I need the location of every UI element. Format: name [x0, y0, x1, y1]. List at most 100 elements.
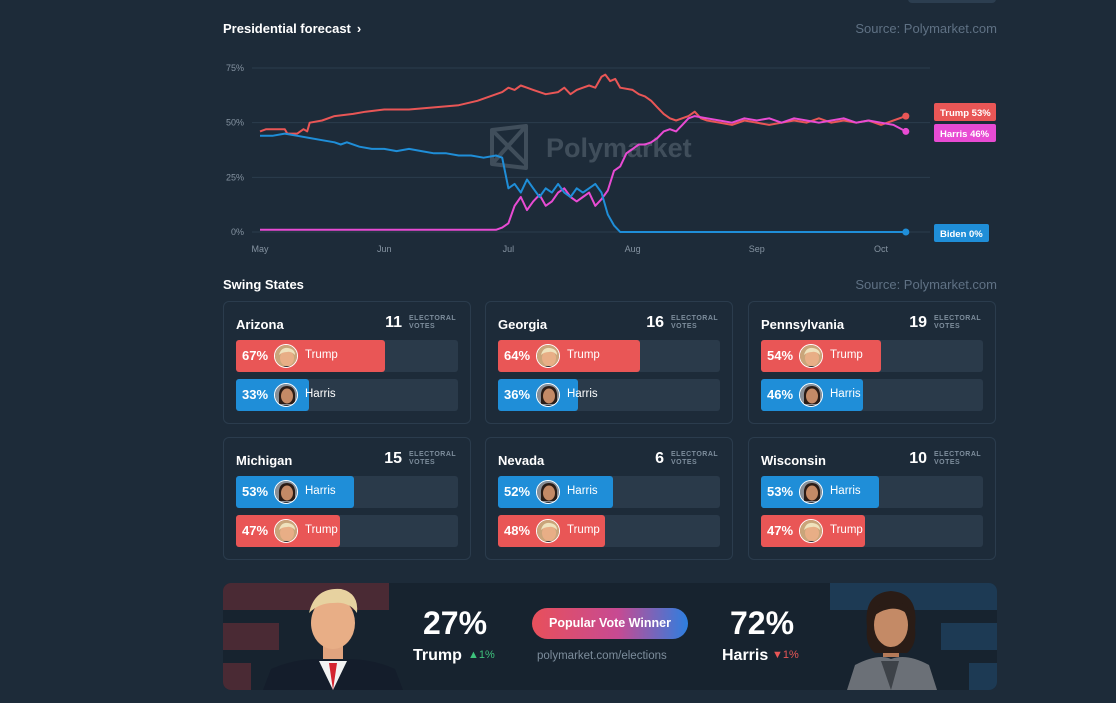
trump-popular-name: Trump — [413, 647, 462, 664]
swing-card-michigan[interactable]: Michigan 15 ELECTORAL VOTES 53% Harris 47% Trum… — [223, 437, 471, 560]
harris-avatar-icon — [799, 480, 823, 504]
electoral-votes-count: 10 — [909, 450, 927, 467]
trump-avatar-icon — [274, 344, 298, 368]
series-line-harris — [260, 115, 907, 231]
candidate-name: Harris — [830, 485, 861, 497]
harris-portrait — [847, 591, 937, 690]
candidate-row-harris[interactable]: 53% Harris — [236, 476, 458, 508]
x-tick-label: May — [251, 244, 269, 254]
trump-avatar-icon — [274, 519, 298, 543]
x-tick-label: Jul — [503, 244, 515, 254]
harris-change: ▼1% — [772, 649, 799, 661]
state-name: Arizona — [236, 317, 284, 332]
series-line-biden — [260, 132, 906, 233]
series-labels: Trump 53% Harris 46% Biden 0% — [934, 103, 996, 242]
watermark-text: Polymarket — [546, 133, 692, 163]
y-axis: 75% 50% 25% 0% — [226, 63, 244, 237]
trump-change: ▲1% — [468, 649, 495, 661]
series-label-trump: Trump 53% — [940, 108, 991, 119]
candidate-row-harris[interactable]: 46% Harris — [761, 379, 983, 411]
swing-states-title: Swing States — [223, 277, 304, 292]
trump-avatar-icon — [799, 519, 823, 543]
harris-avatar-icon — [274, 383, 298, 407]
series-label-biden: Biden 0% — [940, 229, 983, 240]
candidate-pct: 52% — [504, 484, 531, 499]
electoral-votes-count: 11 — [385, 314, 402, 331]
swing-card-wisconsin[interactable]: Wisconsin 10 ELECTORAL VOTES 53% Harris 47% Tru… — [748, 437, 996, 560]
forecast-source: Source: Polymarket.com — [855, 21, 997, 36]
trump-avatar-icon — [799, 344, 823, 368]
swing-card-pennsylvania[interactable]: Pennsylvania 19 ELECTORAL VOTES 54% Trump 46% H… — [748, 301, 996, 424]
electoral-votes-count: 16 — [646, 314, 664, 331]
y-tick-label: 25% — [226, 172, 244, 182]
candidate-row-harris[interactable]: 53% Harris — [761, 476, 983, 508]
candidate-pct: 64% — [504, 348, 531, 363]
trump-stripes — [223, 583, 997, 690]
electoral-votes-count: 15 — [384, 450, 402, 467]
swing-source: Source: Polymarket.com — [855, 277, 997, 292]
trump-stripe — [223, 583, 389, 610]
series-label-bg-trump — [934, 103, 996, 121]
candidate-name: Harris — [305, 485, 336, 497]
electoral-votes-label: ELECTORAL VOTES — [409, 315, 457, 330]
candidate-row-trump[interactable]: 48% Trump — [498, 515, 720, 547]
trump-stripe — [223, 663, 251, 690]
popular-vote-winner-button[interactable]: Popular Vote Winner — [532, 608, 688, 639]
harris-stripe — [830, 583, 997, 610]
harris-popular-pct: 72% — [730, 605, 795, 641]
candidate-name: Trump — [305, 349, 338, 361]
forecast-title-link[interactable]: Presidential forecast › — [223, 21, 361, 36]
x-tick-label: Sep — [749, 244, 765, 254]
top-button[interactable] — [908, 0, 996, 3]
candidate-row-harris[interactable]: 52% Harris — [498, 476, 720, 508]
candidate-pct: 54% — [767, 348, 794, 363]
candidate-row-trump[interactable]: 54% Trump — [761, 340, 983, 372]
trump-stripe — [223, 623, 279, 650]
candidate-row-trump[interactable]: 64% Trump — [498, 340, 720, 372]
harris-stripe — [969, 663, 997, 690]
x-tick-label: Oct — [874, 244, 889, 254]
swing-card-arizona[interactable]: Arizona 11 ELECTORAL VOTES 67% Trump 33% Harris — [223, 301, 471, 424]
candidate-name: Trump — [567, 524, 600, 536]
candidate-name: Harris — [830, 388, 861, 400]
candidate-name: Trump — [305, 524, 338, 536]
candidate-row-trump[interactable]: 67% Trump — [236, 340, 458, 372]
forecast-title: Presidential forecast — [223, 21, 351, 36]
candidate-row-harris[interactable]: 36% Harris — [498, 379, 720, 411]
polymarket-logo-icon — [490, 124, 528, 170]
trump-portrait — [263, 588, 403, 690]
swing-card-nevada[interactable]: Nevada 6 ELECTORAL VOTES 52% Harris 48% Trump — [485, 437, 733, 560]
elections-link[interactable]: polymarket.com/elections — [537, 650, 667, 662]
candidate-pct: 53% — [242, 484, 269, 499]
y-tick-label: 0% — [231, 227, 244, 237]
series-label-bg-biden — [934, 224, 989, 242]
state-name: Nevada — [498, 453, 545, 468]
state-name: Georgia — [498, 317, 548, 332]
harris-avatar-icon — [536, 480, 560, 504]
electoral-votes-label: ELECTORAL VOTES — [934, 315, 982, 330]
harris-avatar-icon — [799, 383, 823, 407]
candidate-name: Harris — [567, 388, 598, 400]
x-tick-label: Jun — [377, 244, 392, 254]
candidate-pct: 33% — [242, 387, 269, 402]
candidate-name: Trump — [830, 524, 863, 536]
candidate-pct: 46% — [767, 387, 794, 402]
candidate-name: Harris — [567, 485, 598, 497]
harris-avatar-icon — [536, 383, 560, 407]
candidate-row-trump[interactable]: 47% Trump — [236, 515, 458, 547]
electoral-votes-count: 6 — [655, 450, 664, 467]
trump-avatar-icon — [536, 344, 560, 368]
series-endpoint-trump — [902, 112, 910, 120]
harris-popular-name: Harris — [722, 647, 769, 664]
swing-card-georgia[interactable]: Georgia 16 ELECTORAL VOTES 64% Trump 36% Harris — [485, 301, 733, 424]
state-name: Pennsylvania — [761, 317, 845, 332]
candidate-row-trump[interactable]: 47% Trump — [761, 515, 983, 547]
popular-vote-banner[interactable]: 27% Trump ▲1% Popular Vote Winner polyma… — [223, 583, 997, 690]
electoral-votes-label: ELECTORAL VOTES — [671, 451, 719, 466]
candidate-pct: 47% — [242, 523, 269, 538]
candidate-row-harris[interactable]: 33% Harris — [236, 379, 458, 411]
series-label-harris: Harris 46% — [940, 129, 990, 140]
state-name: Wisconsin — [761, 453, 826, 468]
probability-bar — [498, 340, 641, 372]
candidate-pct: 48% — [504, 523, 531, 538]
